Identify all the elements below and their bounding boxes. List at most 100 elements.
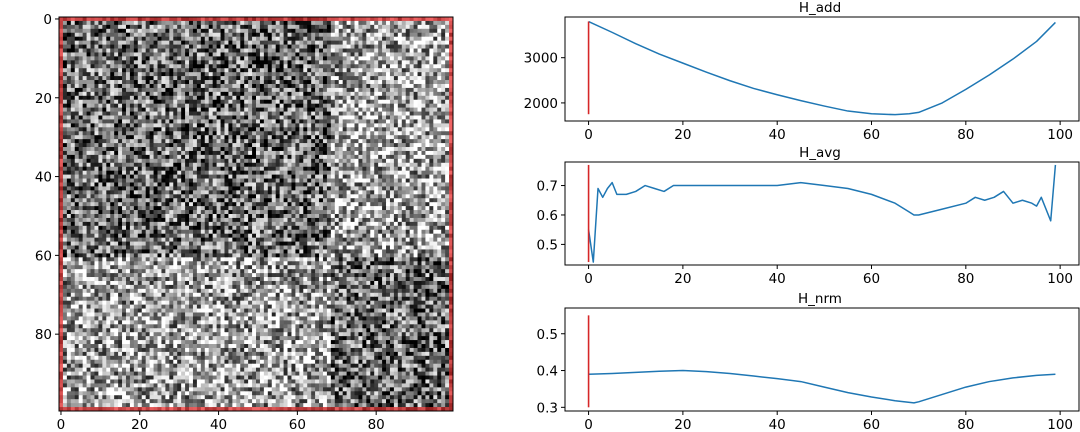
heatmap-cell xyxy=(346,198,351,203)
heatmap-cell xyxy=(189,44,194,49)
heatmap-cell xyxy=(244,111,249,116)
heatmap-cell xyxy=(303,64,308,69)
heatmap-cell xyxy=(248,166,253,172)
heatmap-cell xyxy=(110,210,115,215)
heatmap-cell xyxy=(141,99,147,105)
heatmap-cell xyxy=(397,186,403,191)
heatmap-cell xyxy=(118,174,123,179)
heatmap-cell xyxy=(370,131,375,136)
heatmap-cell xyxy=(445,182,450,187)
heatmap-cell xyxy=(196,182,202,187)
heatmap-cell xyxy=(165,91,170,97)
heatmap-cell xyxy=(192,32,198,38)
heatmap-cell xyxy=(232,103,237,108)
heatmap-cell xyxy=(303,131,308,136)
heatmap-cell xyxy=(200,143,206,148)
heatmap-cell xyxy=(189,162,194,168)
heatmap-cell xyxy=(94,20,99,26)
heatmap-cell xyxy=(70,24,76,30)
heatmap-cell xyxy=(358,123,363,128)
heatmap-cell xyxy=(125,147,131,152)
heatmap-cell xyxy=(429,40,434,45)
heatmap-cell xyxy=(441,60,446,65)
heatmap-cell xyxy=(346,158,351,164)
heatmap-cell xyxy=(259,198,265,203)
heatmap-cell xyxy=(256,190,261,195)
heatmap-cell xyxy=(66,103,72,108)
heatmap-cell xyxy=(433,64,438,69)
heatmap-cell xyxy=(157,99,162,105)
heatmap-cell xyxy=(220,186,225,191)
heatmap-cell xyxy=(102,95,107,101)
heatmap-cell xyxy=(401,174,407,179)
heatmap-cell xyxy=(279,107,284,112)
heatmap-cell xyxy=(256,139,261,144)
heatmap-cell xyxy=(66,127,72,132)
heatmap-cell xyxy=(354,150,359,156)
heatmap-cell xyxy=(114,170,119,175)
heatmap-cell xyxy=(137,115,143,120)
heatmap-cell xyxy=(189,115,194,120)
heatmap-cell xyxy=(189,87,194,93)
heatmap-cell xyxy=(441,186,446,191)
heatmap-cell xyxy=(129,190,135,195)
heatmap-cell xyxy=(271,131,277,136)
heatmap-cell xyxy=(378,107,383,112)
heatmap-cell xyxy=(129,80,135,85)
heatmap-cell xyxy=(157,147,162,152)
heatmap-cell xyxy=(409,147,414,152)
heatmap-cell xyxy=(315,147,320,152)
heatmap-cell xyxy=(74,202,80,207)
heatmap-cell xyxy=(279,76,284,81)
heatmap-cell xyxy=(94,40,99,45)
heatmap-cell xyxy=(307,52,312,57)
heatmap-cell xyxy=(350,87,355,93)
heatmap-cell xyxy=(204,135,210,140)
heatmap-cell xyxy=(141,182,147,187)
heatmap-cell xyxy=(86,76,91,81)
heatmap-cell xyxy=(275,83,280,89)
heatmap-cell xyxy=(382,123,387,128)
heatmap-cell xyxy=(192,194,198,199)
heatmap-cell xyxy=(196,154,202,160)
heatmap-cell xyxy=(228,182,233,187)
heatmap-cell xyxy=(216,36,221,41)
heatmap-cell xyxy=(350,178,355,183)
heatmap-cell xyxy=(196,107,202,112)
heatmap-cell xyxy=(110,111,115,116)
heatmap-cell xyxy=(252,95,257,101)
heatmap-cell xyxy=(346,87,351,93)
heatmap-cell xyxy=(62,91,68,97)
heatmap-cell xyxy=(177,48,182,53)
heatmap-cell xyxy=(283,87,288,93)
heatmap-cell xyxy=(405,154,411,160)
heatmap-cell xyxy=(370,111,375,116)
heatmap-cell xyxy=(248,64,253,69)
heatmap-cell xyxy=(90,194,95,199)
heatmap-cell xyxy=(240,194,245,199)
heatmap-cell xyxy=(338,198,344,203)
heatmap-cell xyxy=(244,178,249,183)
heatmap-cell xyxy=(279,178,284,183)
heatmap-cell xyxy=(275,178,280,183)
heatmap-cell xyxy=(437,107,442,112)
heatmap-cell xyxy=(232,32,237,38)
heatmap-cell xyxy=(283,131,288,136)
heatmap-cell xyxy=(366,119,371,124)
heatmap-cell xyxy=(267,56,273,61)
heatmap-cell xyxy=(133,83,139,89)
heatmap-cell xyxy=(66,190,72,195)
heatmap-cell xyxy=(311,17,316,22)
heatmap-cell xyxy=(248,76,253,81)
heatmap-cell xyxy=(374,123,379,128)
heatmap-cell xyxy=(157,32,162,38)
heatmap-cell xyxy=(141,206,147,211)
heatmap-cell xyxy=(157,115,162,120)
heatmap-cell xyxy=(90,24,95,30)
heatmap-cell xyxy=(303,210,308,215)
heatmap-cell xyxy=(370,186,375,191)
heatmap-cell xyxy=(378,20,383,26)
heatmap-cell xyxy=(125,194,131,199)
heatmap-cell xyxy=(291,20,296,26)
heatmap-cell xyxy=(319,190,324,195)
